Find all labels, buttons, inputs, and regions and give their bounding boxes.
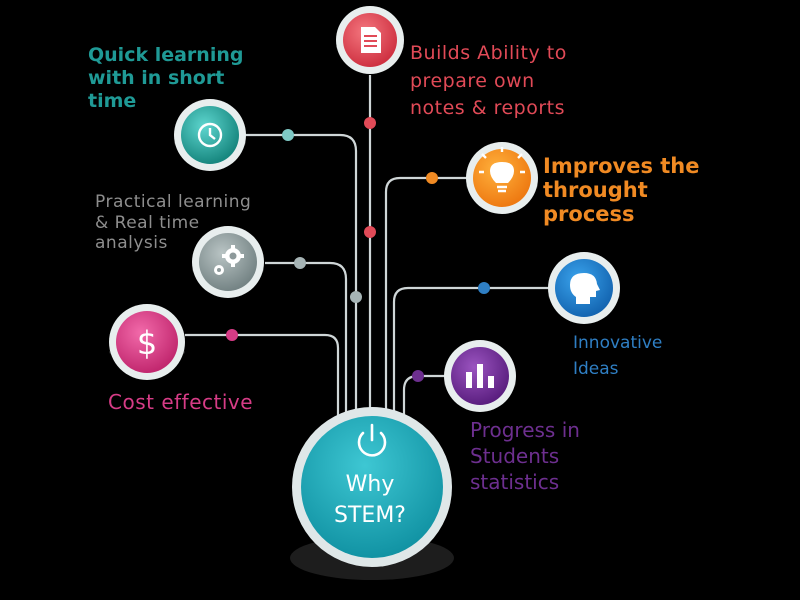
center-node (290, 407, 454, 580)
connector-improves-thought (384, 176, 468, 420)
label-cost-effective: Cost effective (108, 390, 254, 414)
label-practical-learning: Practical learning & Real time analysis (95, 192, 252, 254)
connector-innovative-ideas (392, 286, 550, 420)
connector-progress-statistics (402, 374, 448, 420)
node-progress-statistics (444, 340, 516, 412)
node-quick-learning (174, 99, 246, 171)
label-progress-statistics: Progress in Students statistics (470, 418, 580, 494)
connector-dots (226, 117, 490, 382)
label-builds-ability: Builds Ability to prepare own notes & re… (410, 42, 567, 120)
node-innovative-ideas (548, 252, 620, 324)
label-quick-learning: Quick learning with in short time (88, 44, 244, 113)
bar-chart-icon (466, 364, 494, 388)
connector-quick-learning (240, 133, 358, 420)
connector-practical-learning (265, 261, 348, 420)
lightbulb-icon (479, 147, 525, 193)
dollar-icon: $ (137, 324, 157, 362)
dot-quick-learning (282, 129, 294, 141)
label-innovative-ideas: Innovative Ideas (573, 333, 663, 380)
node-builds-ability (336, 6, 404, 74)
center-title-line2: STEM? (334, 502, 406, 528)
label-improves-thought: Improves the throught process (543, 154, 700, 227)
dot-builds-ability-2 (364, 226, 376, 238)
connector-cost-effective (185, 333, 340, 420)
dot-cost-effective (226, 329, 238, 341)
dot-progress-statistics (412, 370, 424, 382)
power-icon (357, 423, 387, 457)
node-practical-learning (192, 226, 264, 298)
dot-practical-learning (294, 257, 306, 269)
dot-center-trunk (350, 291, 362, 303)
connector-lines (185, 75, 550, 420)
dot-innovative-ideas (478, 282, 490, 294)
head-icon (570, 273, 600, 304)
dot-improves-thought (426, 172, 438, 184)
center-title-line1: Why (345, 472, 395, 497)
document-icon (361, 27, 381, 53)
dot-builds-ability-1 (364, 117, 376, 129)
gears-icon (214, 245, 244, 275)
clock-icon (197, 122, 223, 148)
node-improves-thought (466, 142, 538, 214)
center-title: Why STEM? (295, 470, 445, 532)
node-cost-effective: $ (109, 304, 185, 380)
